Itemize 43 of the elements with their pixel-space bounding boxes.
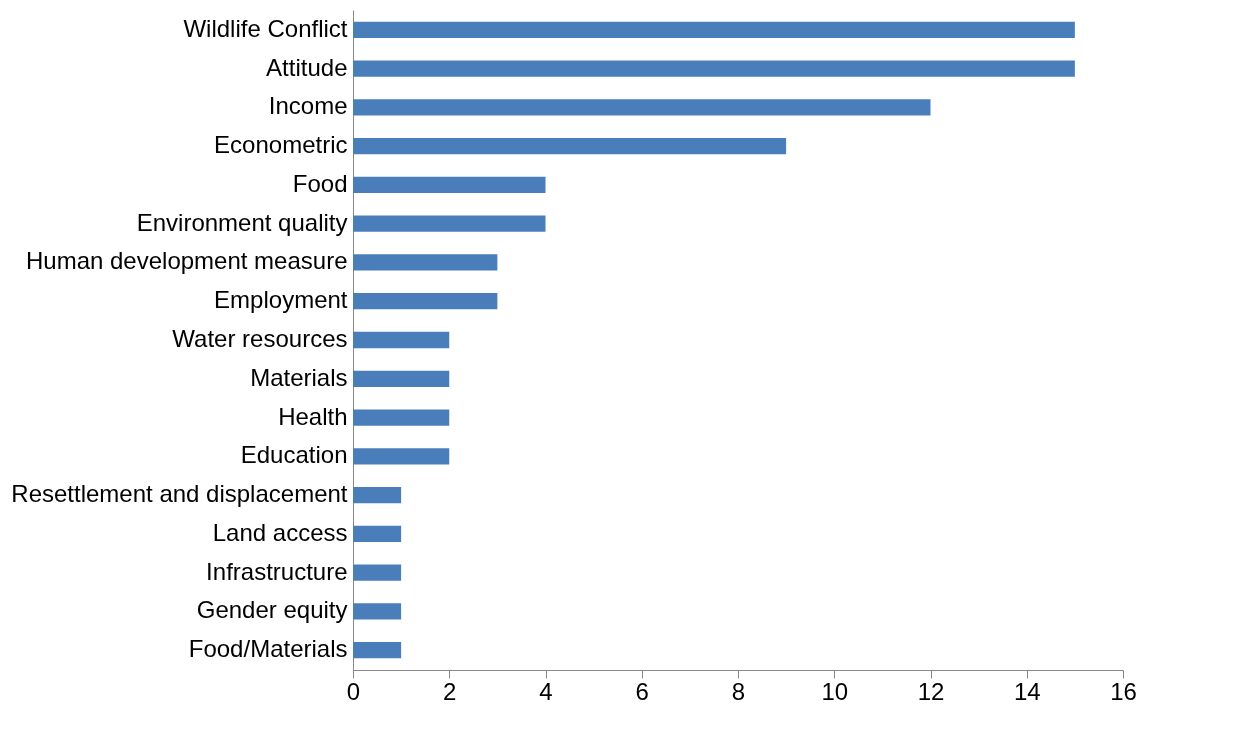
y-tick-label: Food [292,169,348,197]
x-tick-label: 10 [821,677,849,705]
x-tick-label: 16 [1110,677,1137,705]
y-tick-label: Food/Materials [188,635,348,663]
bar [353,486,402,504]
x-tick-label: 12 [917,677,945,705]
x-tick-label: 8 [731,677,746,705]
y-tick-label: Land access [212,518,348,546]
bar [353,564,402,581]
bar [353,21,1075,38]
bar [353,603,402,620]
x-tick-label: 4 [539,677,553,705]
bar [353,409,450,426]
bar [353,448,450,465]
bar [353,137,787,155]
bar [353,99,931,116]
y-tick-label: Income [268,92,348,120]
bar [353,370,450,387]
y-tick-label: Materials [250,363,348,391]
y-tick-label: Human development measure [25,247,348,275]
x-tick-label: 6 [635,677,649,705]
bar [353,642,402,659]
bar [353,254,498,271]
y-tick-label: Environment quality [136,208,348,236]
y-tick-label: Wildlife Conflict [183,14,348,42]
y-tick-label: Education [240,441,348,469]
bar [353,60,1075,77]
bar [353,525,402,543]
x-tick-label: 2 [443,677,457,705]
x-tick-label: 14 [1013,677,1041,705]
y-tick-label: Resettlement and displacement [11,480,348,508]
y-tick-label: Health [278,402,348,430]
bar [353,215,546,232]
bar [353,176,546,194]
bar [353,331,450,349]
y-tick-label: Employment [214,286,348,314]
y-tick-label: Econometric [214,131,348,159]
y-tick-label: Infrastructure [206,557,348,585]
bar [353,293,498,310]
y-tick-label: Gender equity [196,596,348,624]
x-tick-label: 0 [346,677,361,705]
y-tick-label: Attitude [266,53,348,81]
y-tick-label: Water resources [172,325,348,352]
